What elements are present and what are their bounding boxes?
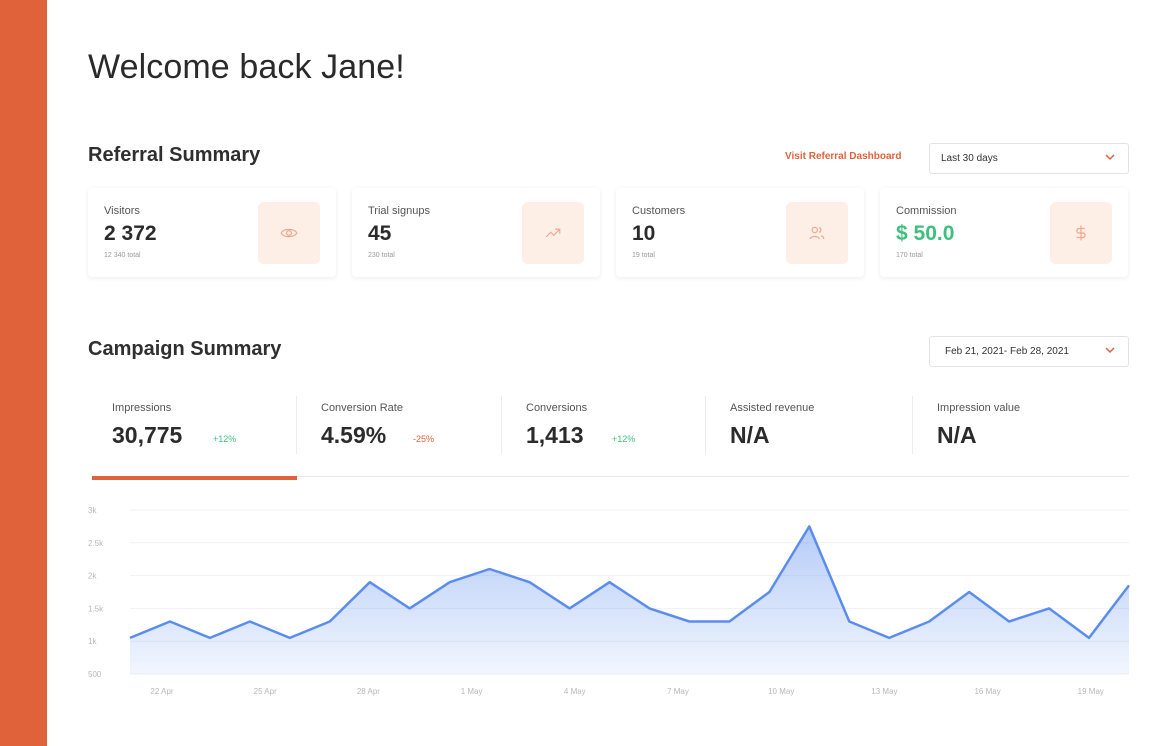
chevron-down-icon bbox=[1105, 154, 1115, 161]
metric-value: 30,775 bbox=[112, 422, 183, 448]
tab-impression-value[interactable]: Impression value N/A bbox=[937, 390, 1117, 454]
y-tick-label: 2k bbox=[88, 572, 97, 581]
dollar-icon bbox=[1050, 202, 1112, 264]
y-tick-label: 500 bbox=[88, 670, 102, 679]
trending-up-icon bbox=[522, 202, 584, 264]
card-value: 10 bbox=[632, 222, 656, 245]
metric-label: Impressions bbox=[112, 402, 172, 414]
card-subtext: 230 total bbox=[368, 252, 395, 259]
visitors-card: Visitors 2 372 12 340 total bbox=[88, 188, 336, 277]
card-subtext: 12 340 total bbox=[104, 252, 141, 259]
x-tick-label: 19 May bbox=[1078, 687, 1104, 696]
metric-delta: -25% bbox=[413, 434, 435, 444]
eye-icon bbox=[258, 202, 320, 264]
x-tick-label: 7 May bbox=[667, 687, 689, 696]
tabs-baseline bbox=[92, 476, 1129, 477]
metric-delta: +12% bbox=[612, 434, 636, 444]
side-accent-bar bbox=[0, 0, 47, 746]
metric-label: Conversions bbox=[526, 402, 588, 414]
metric-delta: +12% bbox=[213, 434, 237, 444]
card-label: Visitors bbox=[104, 205, 140, 217]
metric-label: Impression value bbox=[937, 402, 1021, 414]
x-tick-label: 22 Apr bbox=[150, 687, 173, 696]
campaign-summary-title: Campaign Summary bbox=[88, 338, 282, 360]
chevron-down-icon bbox=[1105, 347, 1115, 354]
x-tick-label: 1 May bbox=[461, 687, 483, 696]
metric-value: N/A bbox=[937, 422, 977, 448]
trial-signups-card: Trial signups 45 230 total bbox=[352, 188, 600, 277]
card-value: 45 bbox=[368, 222, 392, 245]
y-tick-label: 1.5k bbox=[88, 604, 104, 613]
users-icon bbox=[786, 202, 848, 264]
divider bbox=[912, 396, 913, 454]
x-tick-label: 16 May bbox=[974, 687, 1000, 696]
visit-referral-dashboard-link[interactable]: Visit Referral Dashboard bbox=[785, 151, 902, 162]
y-tick-label: 2.5k bbox=[88, 539, 104, 548]
metric-value: 1,413 bbox=[526, 422, 584, 448]
date-range-value: Feb 21, 2021- Feb 28, 2021 bbox=[945, 346, 1069, 357]
referral-summary-title: Referral Summary bbox=[88, 144, 261, 166]
x-tick-label: 25 Apr bbox=[254, 687, 277, 696]
metric-label: Assisted revenue bbox=[730, 402, 815, 414]
date-range-select[interactable]: Feb 21, 2021- Feb 28, 2021 bbox=[929, 336, 1129, 367]
card-subtext: 170 total bbox=[896, 252, 923, 259]
x-tick-label: 28 Apr bbox=[357, 687, 380, 696]
customers-card: Customers 10 19 total bbox=[616, 188, 864, 277]
card-value: 2 372 bbox=[104, 222, 157, 245]
range-select[interactable]: Last 30 days bbox=[929, 143, 1129, 174]
divider bbox=[705, 396, 706, 454]
metric-tabs: Impressions 30,775 +12% Conversion Rate … bbox=[92, 390, 1129, 480]
range-select-value: Last 30 days bbox=[941, 153, 998, 164]
y-tick-label: 1k bbox=[88, 637, 97, 646]
divider bbox=[501, 396, 502, 454]
x-tick-label: 10 May bbox=[768, 687, 794, 696]
tab-conversions[interactable]: Conversions 1,413 +12% bbox=[526, 390, 706, 454]
impressions-area-chart: 3k 2.5k 2k 1.5k 1k 500 22 Apr 25 Apr 28 Apr 1 Ma… bbox=[88, 506, 1130, 696]
tab-assisted-revenue[interactable]: Assisted revenue N/A bbox=[730, 390, 910, 454]
card-label: Commission bbox=[896, 205, 957, 217]
x-tick-label: 13 May bbox=[871, 687, 897, 696]
chart-series-line bbox=[129, 525, 1130, 640]
welcome-heading: Welcome back Jane! bbox=[88, 48, 405, 86]
metric-value: 4.59% bbox=[321, 422, 387, 448]
metric-value: N/A bbox=[730, 422, 770, 448]
y-tick-label: 3k bbox=[88, 506, 97, 515]
active-tab-indicator bbox=[92, 476, 297, 480]
divider bbox=[296, 396, 297, 454]
tab-impressions[interactable]: Impressions 30,775 +12% bbox=[112, 390, 297, 454]
chart-area-fill bbox=[130, 526, 1129, 674]
card-label: Trial signups bbox=[368, 205, 430, 217]
card-label: Customers bbox=[632, 205, 686, 217]
commission-card: Commission $ 50.0 170 total bbox=[880, 188, 1128, 277]
card-subtext: 19 total bbox=[632, 252, 655, 259]
tab-conversion-rate[interactable]: Conversion Rate 4.59% -25% bbox=[321, 390, 501, 454]
card-value: $ 50.0 bbox=[896, 222, 955, 245]
x-tick-label: 4 May bbox=[564, 687, 586, 696]
metric-label: Conversion Rate bbox=[321, 402, 403, 414]
